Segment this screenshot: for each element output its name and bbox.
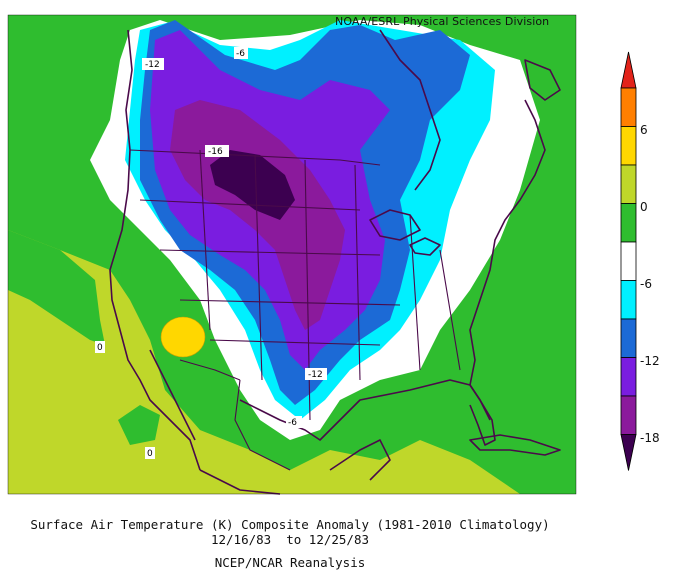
colorbar-segment — [620, 164, 637, 204]
colorbar-segment — [620, 87, 637, 127]
colorbar-segment — [620, 318, 637, 358]
caption-title: Surface Air Temperature (K) Composite An… — [30, 517, 550, 532]
contour-label-m6-south: -6 — [288, 418, 297, 428]
contour-label-0-west: 0 — [97, 343, 103, 353]
colorbar-top-arrow — [620, 51, 637, 89]
colorbar-tick-m18: -18 — [640, 431, 660, 445]
contour-band-yellow — [160, 316, 206, 358]
colorbar-segment — [620, 395, 637, 435]
contour-label-m12-south: -12 — [308, 370, 323, 380]
contour-band-green-south — [118, 405, 160, 445]
contour-labels: -12 -6 -16 -12 -6 0 0 — [95, 47, 327, 459]
colorbar-segment — [620, 241, 637, 281]
contour-label-m6-north: -6 — [236, 49, 245, 59]
colorbar-segment — [620, 203, 637, 243]
colorbar-tick-m12: -12 — [640, 354, 660, 368]
colorbar-tick-6: 6 — [640, 123, 648, 137]
colorbar-tick-m6: -6 — [640, 277, 652, 291]
caption-source: NCEP/NCAR Reanalysis — [214, 555, 366, 570]
colorbar-tick-0: 0 — [640, 200, 648, 214]
colorbar-segment — [620, 126, 637, 166]
colorbar-segment — [620, 280, 637, 320]
caption-dates: 12/16/83 to 12/25/83 — [210, 532, 370, 547]
contour-label-m16: -16 — [208, 147, 223, 157]
credit-text: NOAA/ESRL Physical Sciences Division — [335, 15, 550, 28]
contour-label-m12-north: -12 — [145, 60, 160, 70]
contour-band-green-west — [8, 230, 105, 345]
colorbar-segment — [620, 357, 637, 397]
contour-band-magenta — [170, 100, 345, 330]
colorbar-bottom-arrow — [620, 434, 637, 471]
contour-band-darkest — [210, 150, 295, 220]
contour-label-0-south: 0 — [147, 449, 153, 459]
map-outlines — [109, 29, 561, 495]
colorbar — [620, 51, 637, 471]
